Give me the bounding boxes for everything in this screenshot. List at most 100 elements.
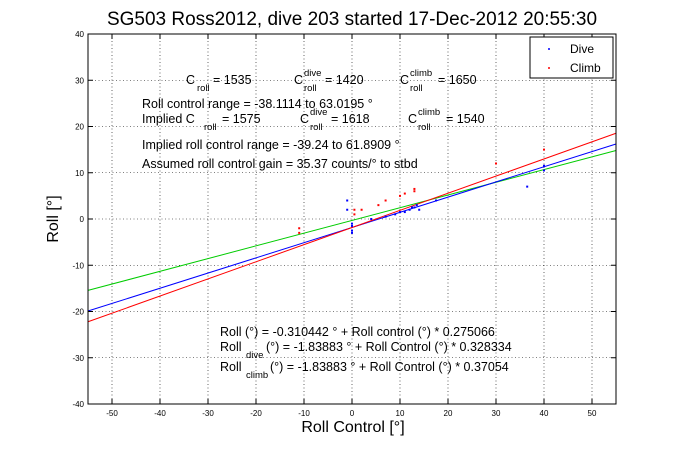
chart-title: SG503 Ross2012, dive 203 started 17-Dec-… [107, 9, 597, 30]
y-tick-label: 20 [75, 123, 84, 132]
implied-c-label: Implied C [142, 112, 195, 126]
legend-dive-marker [548, 48, 550, 50]
equation-climb-sub: climb [246, 370, 268, 381]
x-tick-label: -10 [298, 409, 310, 418]
equation-dive-sub: dive [246, 350, 263, 361]
climb-point [353, 208, 356, 211]
dive-point [526, 185, 529, 188]
equation-climb-base: Roll [220, 360, 242, 374]
x-tick-label: -30 [202, 409, 214, 418]
climb-point [403, 192, 406, 195]
climb-point [377, 204, 380, 207]
croll-dive-sub: roll [304, 83, 317, 94]
y-tick-label: 30 [75, 76, 84, 85]
implied-climb-base: C [408, 112, 417, 126]
legend-climb-marker [548, 67, 550, 69]
climb-point [413, 187, 416, 190]
croll-c-base: C [186, 73, 195, 87]
x-tick-label: 10 [396, 409, 405, 418]
implied-dive-sup: dive [310, 107, 327, 118]
implied-climb-sup: climb [418, 107, 440, 118]
y-tick-label: -20 [72, 308, 84, 317]
dive-point [351, 231, 353, 234]
x-tick-label: 0 [350, 409, 355, 418]
croll-climb-base: C [400, 73, 409, 87]
dive-point [394, 213, 397, 216]
climb-point [495, 162, 497, 165]
fit-lines [87, 132, 617, 323]
dive-point [418, 208, 421, 211]
y-tick-label: 10 [75, 169, 84, 178]
grid [88, 33, 616, 405]
croll-dive-sup: dive [304, 68, 321, 79]
roll-control-range: Roll control range = -38.1114 to 63.0195… [142, 97, 373, 111]
x-tick-label: -50 [106, 409, 118, 418]
croll-climb-sup: climb [410, 68, 432, 79]
equation-climb-rest: (°) = -1.83883 ° + Roll Control (°) * 0.… [270, 360, 509, 374]
dive-point [399, 211, 401, 214]
x-axis-label: Roll Control [°] [301, 419, 404, 436]
dive-point [346, 208, 349, 211]
x-tick-label: -20 [250, 409, 262, 418]
dive-point [543, 164, 545, 167]
croll-climb-value: = 1650 [438, 73, 477, 87]
implied-dive-sub: roll [310, 122, 323, 133]
x-tick-label: 20 [444, 409, 453, 418]
croll-dive-base: C [294, 73, 303, 87]
annotations: C roll = 1535 C dive roll = 1420 C climb… [142, 68, 512, 381]
dive-point [351, 222, 353, 225]
climb-point [413, 190, 416, 193]
climb-point [360, 208, 363, 211]
climb-point [298, 231, 301, 234]
implied-climb-value: = 1540 [446, 112, 485, 126]
y-tick-label: 40 [75, 30, 84, 39]
dive-point [403, 211, 406, 214]
x-tick-label: 40 [540, 409, 549, 418]
climb-point [384, 199, 387, 202]
dive-point [415, 204, 418, 207]
climb-point [298, 227, 301, 230]
equation-dive-rest: (°) = -1.83883 ° + Roll Control (°) * 0.… [266, 340, 512, 354]
dive-point [543, 169, 545, 172]
y-tick-label: -40 [72, 400, 84, 409]
climb-point [543, 148, 545, 151]
legend: Dive Climb [529, 36, 614, 79]
dive-point [411, 206, 413, 209]
legend-box [529, 36, 614, 79]
legend-climb-label: Climb [570, 61, 601, 75]
climb-point [353, 213, 356, 216]
data-points [298, 148, 545, 234]
y-tick-label: -10 [72, 261, 84, 270]
ticks: -50 -40 -30 -20 -10 0 10 20 30 40 50 -40 -30 -20 -10 0 1… [72, 30, 616, 418]
equation-dive-base: Roll [220, 340, 242, 354]
y-tick-label: -30 [72, 354, 84, 363]
croll-climb-sub: roll [410, 83, 423, 94]
dive-point [370, 218, 373, 220]
implied-roll-control-range: Implied roll control range = -39.24 to 6… [142, 138, 400, 152]
y-axis-label: Roll [°] [45, 195, 62, 242]
roll-control-gain: Assumed roll control gain = 35.37 counts… [142, 157, 418, 171]
dive-point [408, 208, 411, 211]
legend-dive-label: Dive [570, 42, 594, 56]
dive-point [351, 229, 353, 232]
croll-c-value: = 1535 [213, 73, 252, 87]
equation-overall: Roll (°) = -0.310442 ° + Roll control (°… [220, 325, 495, 339]
dive-point [351, 224, 353, 227]
implied-c-sub: roll [204, 122, 217, 133]
x-tick-label: -40 [154, 409, 166, 418]
implied-dive-value: = 1618 [331, 112, 370, 126]
x-tick-label: 30 [492, 409, 501, 418]
croll-dive-value: = 1420 [325, 73, 364, 87]
climb-point [399, 194, 401, 197]
implied-climb-sub: roll [418, 122, 431, 133]
dive-point [346, 199, 349, 202]
dive-point [413, 206, 416, 209]
implied-c-value: = 1575 [222, 112, 261, 126]
x-tick-label: 50 [588, 409, 597, 418]
croll-c-sub: roll [197, 83, 210, 94]
dive-point [435, 199, 437, 202]
y-tick-label: 0 [80, 215, 85, 224]
implied-dive-base: C [300, 112, 309, 126]
fit-line [87, 149, 617, 291]
